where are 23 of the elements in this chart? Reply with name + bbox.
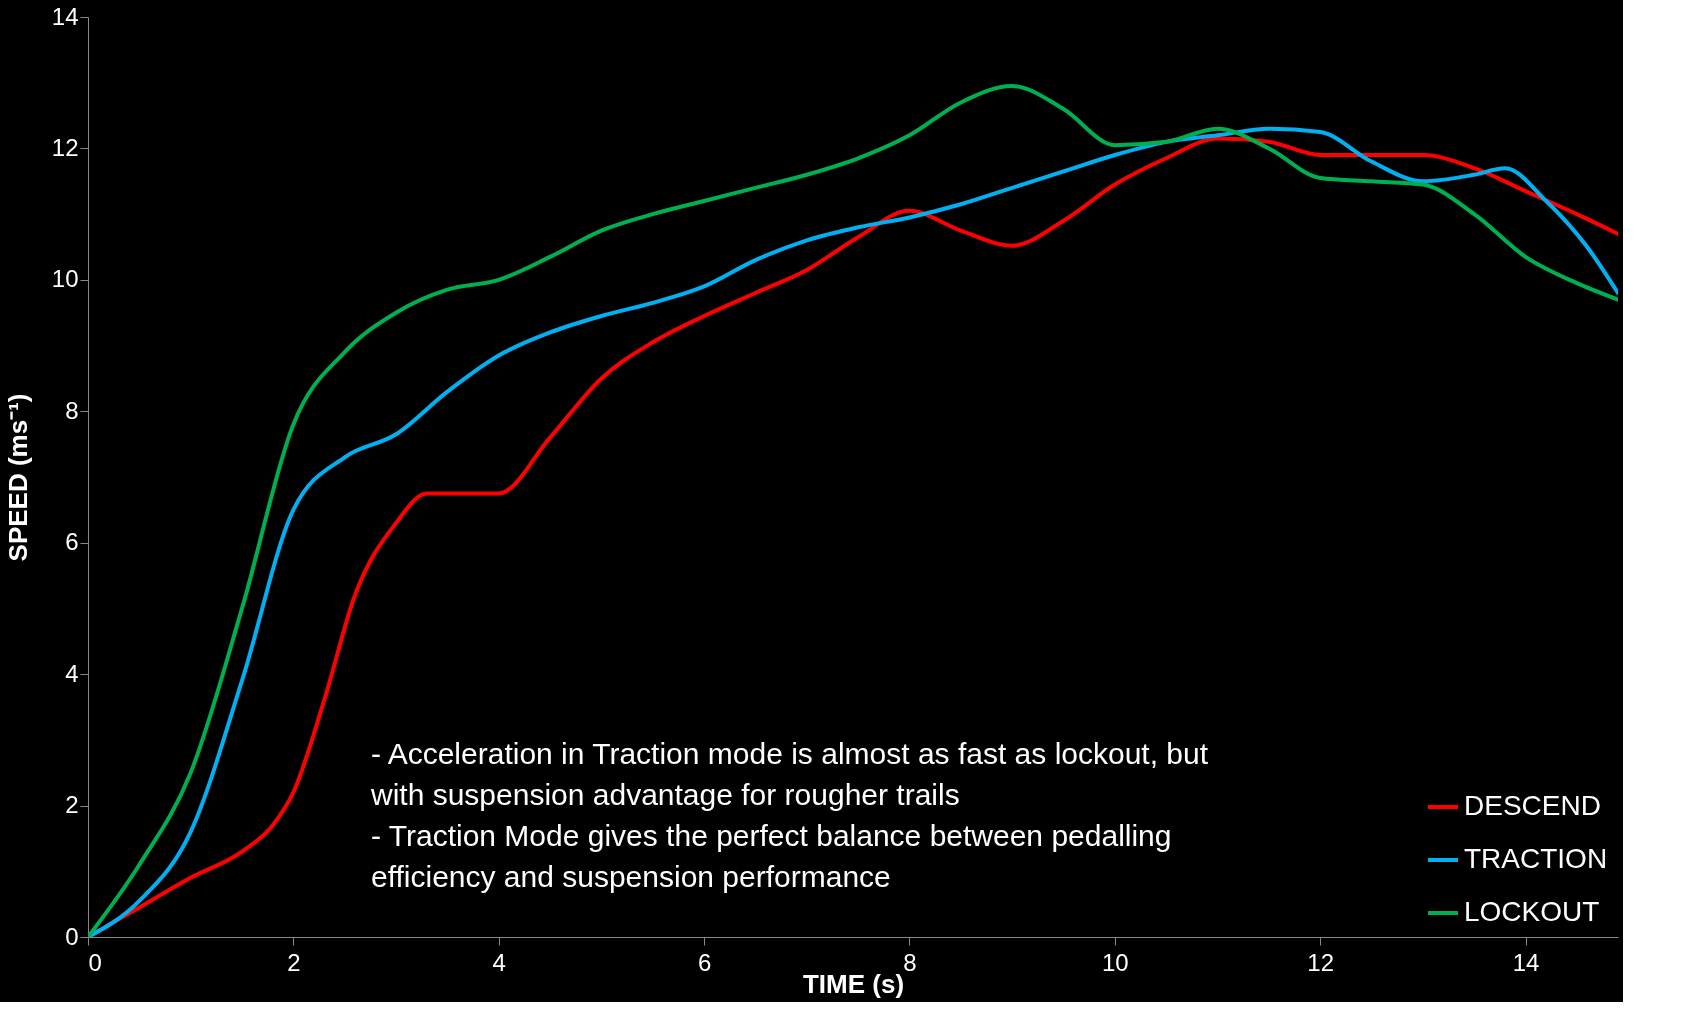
x-tick-label: 2 [287,948,301,976]
y-tick-label: 8 [65,396,79,424]
legend-label: LOCKOUT [1464,896,1600,927]
x-axis-title: TIME (s) [802,968,905,999]
y-tick-label: 10 [51,265,79,293]
y-axis-title: SPEED (ms⁻¹) [2,393,33,562]
annotation: - Acceleration in Traction mode is almost as fast as lockout, but with suspension advantage for rougher trails [370,737,1209,811]
annotation: - Traction Mode gives the perfect balance between pedalling efficiency and suspension performance [371,819,1172,893]
x-tick-label: 14 [1512,948,1540,976]
y-tick-label: 6 [65,528,79,556]
legend-label: DESCEND [1464,790,1601,821]
y-tick-label: 12 [51,133,79,161]
x-tick-label: 6 [697,948,712,976]
y-tick-label: 2 [65,791,79,819]
legend-label: TRACTION [1464,843,1608,874]
x-tick-label: 8 [903,948,917,976]
y-tick-label: 0 [65,922,79,950]
x-tick-label: 10 [1101,948,1129,976]
x-tick-label: 12 [1307,948,1335,976]
x-tick-label: 4 [492,948,506,976]
x-tick-label: 0 [88,948,102,976]
y-tick-label: 14 [51,2,79,30]
y-tick-label: 4 [65,659,79,687]
